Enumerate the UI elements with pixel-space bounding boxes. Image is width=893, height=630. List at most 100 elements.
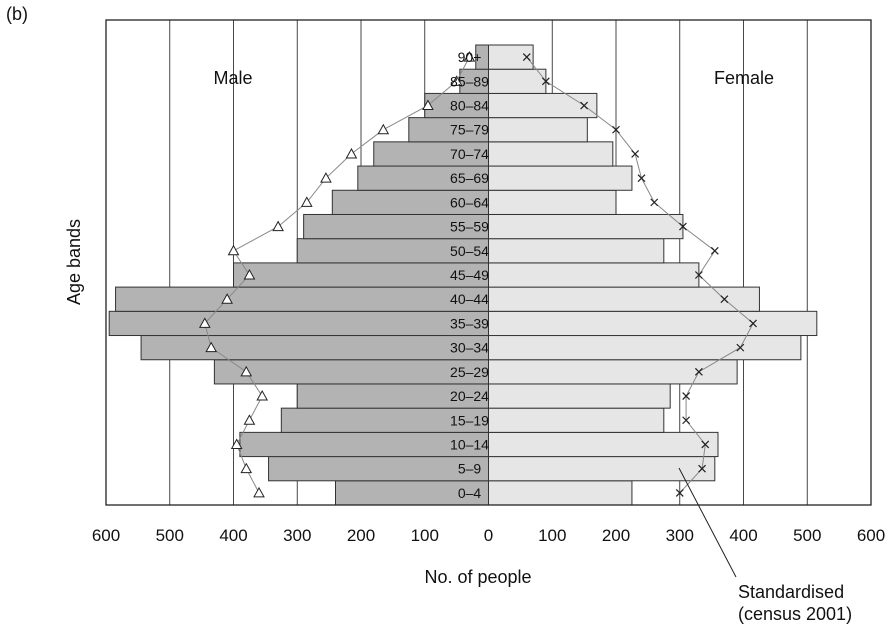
x-tick-label: 500 xyxy=(793,526,821,545)
age-band-label: 60–64 xyxy=(450,194,489,210)
female-standardised-marker xyxy=(698,464,706,473)
female-standardised-marker xyxy=(682,416,691,425)
age-band-label: 0–4 xyxy=(458,485,482,501)
female-bar xyxy=(488,117,588,143)
male-standardised-marker xyxy=(230,438,243,449)
female-standardised-marker xyxy=(736,343,745,352)
annotation-pointer xyxy=(678,467,737,578)
male-standardised-marker xyxy=(377,123,390,135)
x-tick-label: 600 xyxy=(857,526,885,545)
female-standardised-marker xyxy=(682,392,691,400)
x-tick-label: 200 xyxy=(347,526,375,545)
x-tick-label: 0 xyxy=(484,526,493,545)
male-bar xyxy=(268,456,489,482)
plot-frame xyxy=(105,19,872,506)
panel-label: (b) xyxy=(6,4,28,24)
female-bar xyxy=(488,407,665,433)
female-bar xyxy=(488,431,719,458)
female-standardised-marker xyxy=(612,125,620,134)
female-bar xyxy=(488,335,802,361)
female-standardised-marker xyxy=(710,246,719,255)
male-standardised-marker xyxy=(243,268,256,280)
male-standardised-marker xyxy=(463,51,476,62)
male-standardised-marker xyxy=(205,341,218,353)
x-tick-label: 600 xyxy=(92,526,120,545)
female-bar xyxy=(488,359,738,385)
age-band-label: 5–9 xyxy=(458,461,482,477)
female-standardised-marker xyxy=(749,319,757,328)
x-axis-label: No. of people xyxy=(424,567,531,587)
annotation-text: Standardised (census 2001) xyxy=(738,582,852,624)
male-standardised-marker xyxy=(450,75,463,86)
female-bar xyxy=(488,480,633,506)
male-standardised-marker xyxy=(240,365,253,377)
male-bar xyxy=(140,335,489,361)
female-bar xyxy=(488,383,671,409)
male-bar xyxy=(108,310,489,337)
female-bar xyxy=(488,141,614,167)
female-bar xyxy=(488,213,684,240)
male-standardised-marker xyxy=(320,172,332,183)
male-standardised-marker xyxy=(240,462,253,474)
female-label: Female xyxy=(714,68,774,88)
bars xyxy=(108,44,818,506)
age-band-label: 90+ xyxy=(458,49,482,65)
female-standardised-marker xyxy=(694,367,703,376)
age-band-label: 10–14 xyxy=(450,436,489,452)
female-bar xyxy=(488,68,547,94)
female-bar xyxy=(488,286,760,312)
age-band-label: 35–39 xyxy=(450,315,489,331)
male-standardised-marker xyxy=(253,486,265,498)
female-standardised-marker xyxy=(541,77,550,86)
age-band-label: 20–24 xyxy=(450,388,489,404)
male-standardised-marker xyxy=(256,390,269,401)
age-band-label: 25–29 xyxy=(450,364,489,380)
male-bar xyxy=(373,141,489,167)
age-band-labels: 0–4 5–9 10–14 15–19 20–24 25–29 30–34 35–39 40–4… xyxy=(450,49,489,501)
male-standardised-marker xyxy=(221,293,233,304)
female-standardised-marker xyxy=(522,53,531,62)
female-standardised-marker xyxy=(701,440,710,449)
female-standardised-marker xyxy=(679,222,687,231)
female-bar xyxy=(488,262,700,288)
age-band-label: 65–69 xyxy=(450,170,489,186)
female-standardised-marker xyxy=(637,174,646,183)
age-band-label: 30–34 xyxy=(450,340,489,356)
male-standardised-marker xyxy=(345,147,358,159)
x-tick-label: 300 xyxy=(666,526,694,545)
male-standardised-marker xyxy=(422,99,434,111)
male-label: Male xyxy=(213,68,252,88)
male-bar xyxy=(115,286,489,312)
age-band-label: 15–19 xyxy=(450,412,489,428)
male-standardised-marker xyxy=(272,220,284,232)
female-standardised-marker xyxy=(580,101,589,110)
female-bar xyxy=(488,189,617,215)
female-bar xyxy=(488,165,633,191)
x-tick-label: 500 xyxy=(156,526,184,545)
age-band-label: 85–89 xyxy=(450,73,489,89)
age-band-label: 80–84 xyxy=(450,98,489,114)
male-bar xyxy=(213,359,489,385)
female-standardised-marker xyxy=(631,150,640,158)
male-standardised-marker xyxy=(243,414,256,425)
male-bar xyxy=(331,189,489,215)
female-bar xyxy=(488,238,665,264)
female-standardised-marker xyxy=(675,488,684,497)
x-tick-label: 400 xyxy=(729,526,757,545)
male-bar xyxy=(424,92,489,119)
male-standardised-marker xyxy=(227,244,240,256)
age-band-label: 45–49 xyxy=(450,267,489,283)
y-axis-label: Age bands xyxy=(64,219,84,305)
female-standardised-marker xyxy=(650,198,659,207)
x-tick-label: 100 xyxy=(411,526,439,545)
male-standardised-marker xyxy=(198,317,211,328)
female-standardised-marker xyxy=(720,295,729,304)
female-bar xyxy=(488,92,598,119)
age-band-label: 50–54 xyxy=(450,243,489,259)
male-bar xyxy=(296,383,489,409)
female-bar xyxy=(488,456,716,482)
x-tick-label: 300 xyxy=(283,526,311,545)
male-bar xyxy=(357,165,489,191)
female-bar xyxy=(488,44,534,70)
male-bar xyxy=(280,407,489,433)
